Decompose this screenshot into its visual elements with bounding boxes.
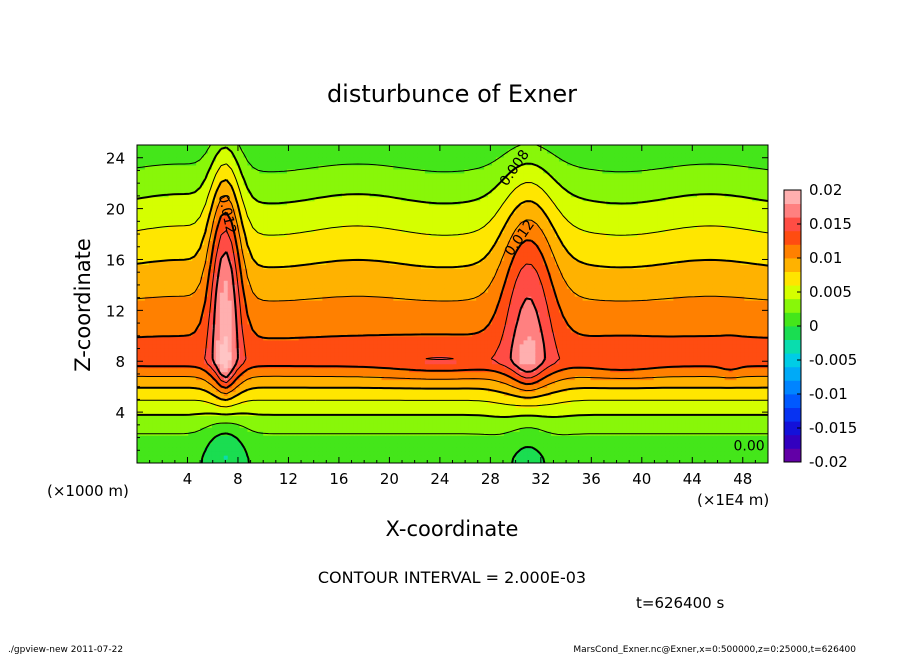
colorbar-band: [784, 312, 801, 327]
x-tick-label: 12: [279, 470, 298, 488]
time-label: t=626400 s: [636, 594, 724, 612]
colorbar-tick-label: 0: [809, 317, 819, 335]
contour-label: 0.00: [734, 438, 765, 454]
contour-line: [211, 251, 547, 379]
colorbar-band: [784, 271, 801, 286]
x-tick-label: 28: [481, 470, 500, 488]
colorbar-band: [784, 366, 801, 381]
y-tick-label: 24: [106, 150, 125, 168]
colorbar-band: [784, 203, 801, 218]
contour-line: [200, 432, 546, 463]
colorbar-band: [784, 448, 801, 463]
chart-title: disturbunce of Exner: [327, 80, 577, 108]
contour-interval-text: CONTOUR INTERVAL = 2.000E-03: [318, 568, 586, 587]
x-axis-label: X-coordinate: [386, 517, 519, 541]
colorbar-band: [784, 380, 801, 395]
colorbar-tick-label: 0.005: [809, 283, 852, 301]
colorbar-band: [784, 421, 801, 436]
contour-line: [137, 211, 768, 390]
y-axis: 4 8 12 16 20 24: [106, 150, 768, 451]
footer-left: ./gpview-new 2011-07-22: [8, 645, 123, 654]
colorbar-band: [784, 244, 801, 259]
y-tick-label: 12: [106, 302, 125, 320]
x-tick-label: 8: [233, 470, 243, 488]
y-axis-label: Z-coordinate: [71, 238, 95, 372]
y-tick-label: 4: [115, 404, 125, 422]
colorbar-tick-label: 0.01: [809, 249, 842, 267]
x-unit-label: (×1E4 m): [697, 491, 769, 509]
colorbar-band: [784, 339, 801, 354]
colorbar-band: [784, 285, 801, 300]
colorbar: 0.02 0.015 0.01 0.005 0 -0.005 -0.01 -0.015 -0.0…: [783, 181, 857, 471]
colorbar-tick-label: -0.005: [809, 351, 857, 369]
colorbar-band: [784, 353, 801, 368]
colorbar-band: [784, 217, 801, 232]
y-unit-label: (×1000 m): [47, 482, 129, 500]
x-tick-label: 24: [430, 470, 449, 488]
contour-lines: [137, 145, 768, 463]
contour-line: [137, 145, 768, 436]
footer-right: MarsCond_Exner.nc@Exner,x=0:500000,z=0:2…: [573, 645, 856, 654]
contour-line: [204, 230, 561, 384]
y-tick-label: 16: [106, 251, 125, 269]
y-tick-label: 20: [106, 201, 125, 219]
x-axis: 4 8 12 16 20 24 28 32 36 40 44 48: [149, 145, 756, 488]
colorbar-band: [784, 190, 801, 204]
x-tick-label: 4: [183, 470, 193, 488]
x-tick-label: 40: [632, 470, 651, 488]
plot-field: [137, 145, 768, 463]
colorbar-tick-label: -0.015: [809, 419, 857, 437]
y-tick-label: 8: [115, 353, 125, 371]
contour-line: [137, 146, 768, 418]
colorbar-band: [784, 326, 801, 340]
colorbar-tick-label: -0.01: [809, 385, 848, 403]
x-tick-label: 44: [683, 470, 702, 488]
x-tick-label: 36: [582, 470, 601, 488]
colorbar-tick-label: 0.015: [809, 215, 852, 233]
colorbar-band: [784, 298, 801, 313]
colorbar-band: [784, 230, 801, 245]
colorbar-band: [784, 394, 801, 408]
colorbar-tick-label: -0.02: [809, 453, 848, 471]
contour-line: [137, 163, 768, 408]
colorbar-tick-label: 0.02: [809, 181, 842, 199]
colorbar-band: [784, 258, 801, 272]
colorbar-band: [784, 407, 801, 422]
contour-line: [137, 178, 768, 402]
x-tick-label: 16: [329, 470, 348, 488]
x-tick-label: 32: [531, 470, 550, 488]
colorbar-band: [784, 434, 801, 449]
contour-line: [137, 195, 768, 395]
x-tick-label: 20: [380, 470, 399, 488]
x-tick-label: 48: [733, 470, 752, 488]
